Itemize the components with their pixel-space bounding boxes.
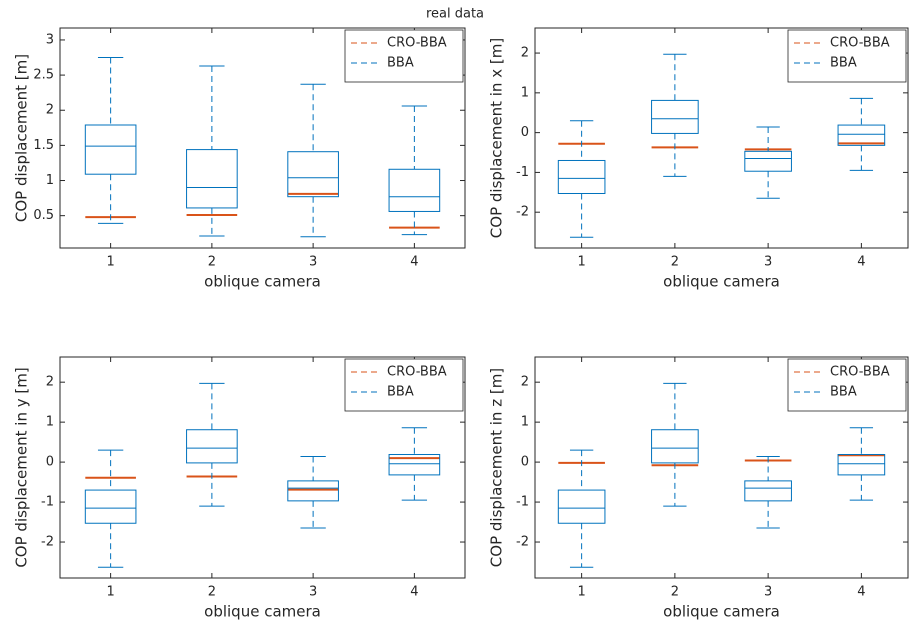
y-tick-label: 1 [46,415,54,430]
y-tick-label: 1.5 [33,138,54,153]
legend-label: CRO-BBA [387,365,447,380]
y-tick-label: -1 [516,495,529,510]
axes-frame [534,356,909,579]
box [186,149,238,209]
legend-label: CRO-BBA [830,36,890,51]
box [287,480,339,502]
y-tick-label: 1 [521,415,529,430]
y-tick-label: -1 [41,495,54,510]
x-tick-label: 2 [671,585,679,600]
y-tick-label: -2 [41,535,54,550]
box [388,168,441,212]
box [388,454,441,476]
box [84,489,137,524]
x-tick-label: 1 [577,255,585,270]
y-tick-label: 2 [521,375,529,390]
box [557,159,606,194]
legend-box [787,358,907,412]
x-tick-label: 2 [208,255,216,270]
figure-title: real data [426,7,484,22]
y-tick-label: 2.5 [33,68,54,83]
y-tick-label: 0.5 [33,208,54,223]
y-tick-label: -2 [516,205,529,220]
y-tick-label: -1 [516,165,529,180]
legend-label: BBA [830,56,857,71]
x-tick-label: 2 [208,585,216,600]
y-tick-label: 2 [46,375,54,390]
y-tick-label: -2 [516,535,529,550]
x-tick-label: 1 [106,255,114,270]
x-axis-label: oblique camera [663,603,780,621]
axes-frame [59,27,466,249]
x-tick-label: 4 [410,585,418,600]
box [837,124,886,146]
x-tick-label: 3 [309,255,317,270]
x-tick-label: 3 [764,585,772,600]
box [651,429,699,464]
legend-label: CRO-BBA [830,365,890,380]
y-tick-label: 0 [46,455,54,470]
legend-box [344,29,464,83]
x-tick-label: 4 [410,255,418,270]
y-tick-label: 0 [521,125,529,140]
box [744,150,792,172]
y-tick-label: 0 [521,455,529,470]
y-tick-label: 2 [46,103,54,118]
y-tick-label: 3 [46,32,54,47]
box [287,151,339,198]
x-axis-label: oblique camera [204,603,321,621]
x-axis-label: oblique camera [663,273,780,291]
y-axis-label: COP displacement [m] [13,54,31,222]
axes-frame [534,27,909,249]
legend-label: BBA [387,385,414,400]
box [744,480,792,502]
x-tick-label: 1 [106,585,114,600]
legend-box [344,358,464,412]
legend-box [787,29,907,83]
legend-label: BBA [830,385,857,400]
box [557,489,606,524]
legend-label: CRO-BBA [387,36,447,51]
box [651,99,699,134]
x-tick-label: 2 [671,255,679,270]
box [837,454,886,476]
x-tick-label: 4 [857,255,865,270]
box [186,429,238,464]
x-axis-label: oblique camera [204,273,321,291]
box [84,124,137,175]
y-axis-label: COP displacement in y [m] [13,367,31,567]
x-tick-label: 3 [764,255,772,270]
x-tick-label: 1 [577,585,585,600]
y-tick-label: 1 [46,173,54,188]
legend-label: BBA [387,56,414,71]
y-axis-label: COP displacement in x [m] [488,38,506,238]
y-tick-label: 1 [521,85,529,100]
x-tick-label: 3 [309,585,317,600]
y-tick-label: 2 [521,46,529,61]
x-tick-label: 4 [857,585,865,600]
axes-frame [59,356,466,579]
y-axis-label: COP displacement in z [m] [488,368,506,567]
